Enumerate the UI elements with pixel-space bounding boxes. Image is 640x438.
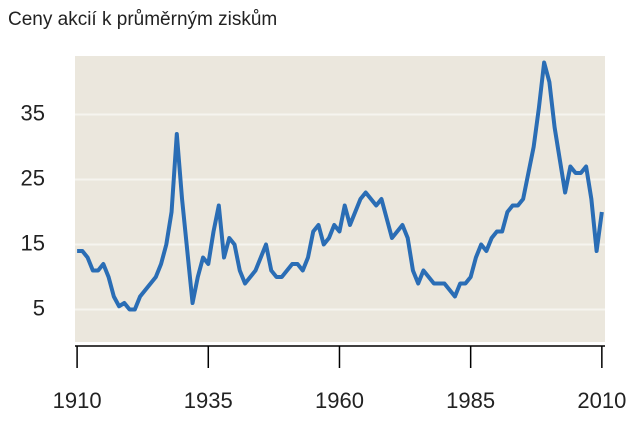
- y-tick-label: 35: [21, 100, 45, 125]
- x-tick-label: 1935: [184, 388, 233, 413]
- data-line: [77, 60, 604, 312]
- x-tick-label: 1985: [446, 388, 495, 413]
- x-tick-label: 1960: [315, 388, 364, 413]
- y-tick-label: 15: [21, 230, 45, 255]
- chart-title: Ceny akcií k průměrným ziskům: [8, 9, 277, 30]
- plot-area: [75, 56, 605, 342]
- x-tick-label: 1910: [53, 388, 102, 413]
- x-tick-label: 2010: [577, 388, 626, 413]
- y-tick-label: 5: [33, 295, 45, 320]
- y-tick-label: 25: [21, 165, 45, 190]
